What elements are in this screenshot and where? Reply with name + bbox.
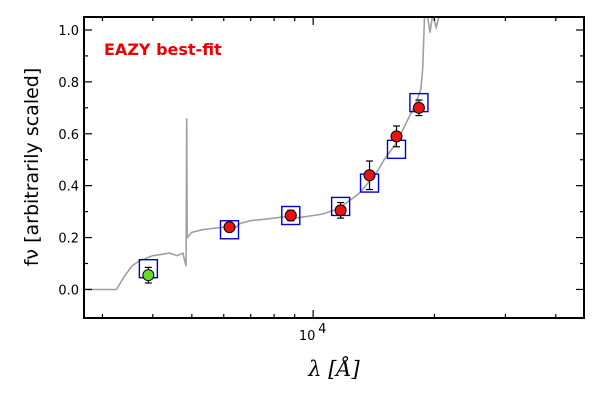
annotation-label: EAZY best-fit	[104, 40, 222, 59]
observed-point	[284, 209, 297, 222]
observed-point	[363, 169, 376, 182]
y-tick-label: 0.4	[58, 180, 79, 195]
axis-ticks	[84, 17, 584, 318]
observed-point	[142, 269, 155, 282]
observed-point	[334, 204, 347, 217]
x-axis-label: λ [Å]	[307, 356, 360, 381]
y-tick-label: 0.0	[58, 283, 79, 298]
plot-frame	[83, 16, 585, 319]
y-tick-label: 1.0	[58, 24, 79, 39]
tick-labels: 0.0 0.2 0.4 0.6 0.8 1.0 10 4	[58, 24, 326, 344]
observed-photometry	[142, 99, 425, 284]
y-axis-label: fν [arbitrarily scaled]	[21, 68, 43, 267]
y-tick-label: 0.6	[58, 128, 79, 143]
x-tick-label: 10	[299, 329, 316, 344]
observed-point	[390, 130, 403, 143]
y-tick-label: 0.8	[58, 76, 79, 91]
model-box	[281, 205, 301, 226]
x-tick-exponent: 4	[318, 322, 326, 337]
model-photometry	[138, 92, 429, 279]
observed-point	[223, 221, 236, 234]
model-box	[219, 220, 240, 240]
y-tick-label: 0.2	[58, 232, 79, 247]
observed-point	[412, 101, 425, 114]
